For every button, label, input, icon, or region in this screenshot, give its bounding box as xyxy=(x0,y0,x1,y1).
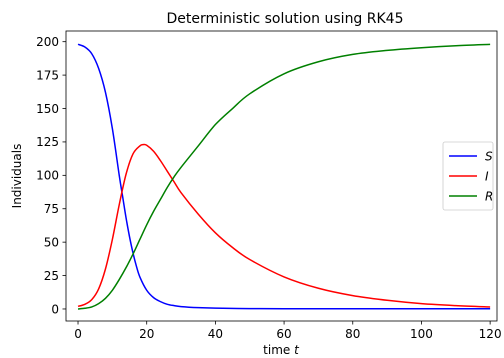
y-tick-label: 100 xyxy=(36,169,59,183)
plot-area xyxy=(77,43,491,310)
legend: SIR xyxy=(442,141,494,211)
x-tick-label: 0 xyxy=(74,327,82,341)
x-axis-label: time t xyxy=(263,343,300,357)
y-tick-label: 200 xyxy=(36,35,59,49)
y-tick-label: 25 xyxy=(44,269,59,283)
y-tick-label: 175 xyxy=(36,68,59,82)
x-tick-label: 80 xyxy=(345,327,360,341)
x-tick-label: 120 xyxy=(479,327,502,341)
x-tick-label: 100 xyxy=(410,327,433,341)
plot-frame xyxy=(65,30,498,322)
y-tick-label: 0 xyxy=(51,302,59,316)
x-tick-label: 20 xyxy=(139,327,154,341)
y-tick-label: 75 xyxy=(44,202,59,216)
chart-title: Deterministic solution using RK45 xyxy=(167,11,404,27)
x-axis: 0 20 40 60 80 100 120 xyxy=(74,321,502,341)
legend-label-i: I xyxy=(485,169,489,183)
x-tick-label: 40 xyxy=(208,327,223,341)
series-line-r xyxy=(77,43,491,310)
series-line-s xyxy=(77,43,491,310)
x-tick-label: 60 xyxy=(276,327,291,341)
x-axis-label-main: time xyxy=(263,343,294,357)
y-tick-label: 50 xyxy=(44,235,59,249)
y-axis-label: Individuals xyxy=(10,144,24,209)
y-tick-label: 150 xyxy=(36,102,59,116)
series-line-i xyxy=(77,143,491,308)
y-tick-label: 125 xyxy=(36,135,59,149)
legend-label-r: R xyxy=(485,189,493,203)
legend-label-s: S xyxy=(485,149,493,163)
y-axis: 0 25 50 75 100 125 150 175 200 xyxy=(36,35,66,316)
x-axis-label-variable: t xyxy=(294,343,300,357)
